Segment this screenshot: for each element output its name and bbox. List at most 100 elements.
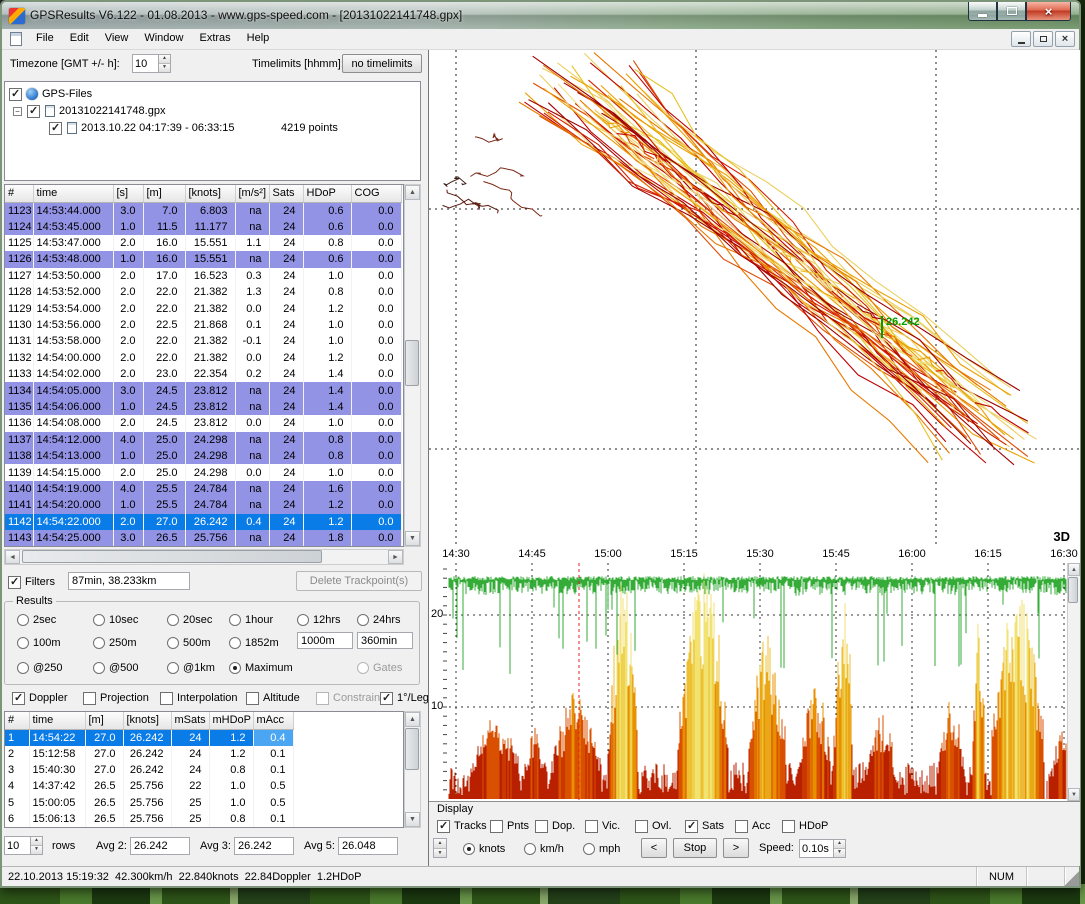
scroll-right-button[interactable]: ► bbox=[388, 550, 403, 564]
table-row[interactable]: 615:06:1326.525.756250.80.1 bbox=[5, 811, 293, 827]
column-header[interactable]: [s] bbox=[113, 185, 143, 202]
column-header[interactable]: mHDoP bbox=[209, 712, 253, 729]
display-checkbox-acc[interactable]: Acc bbox=[735, 818, 770, 834]
speed-spin-down[interactable]: ▼ bbox=[834, 849, 845, 857]
column-header[interactable]: [m/s²] bbox=[235, 185, 269, 202]
table-row[interactable]: 112914:53:54.0002.022.021.3820.0241.20.0 bbox=[5, 300, 401, 316]
table-row[interactable]: 414:37:4226.525.756221.00.5 bbox=[5, 778, 293, 794]
plot-mode-label[interactable]: 3D bbox=[1053, 529, 1070, 544]
radio-10sec[interactable]: 10sec bbox=[93, 612, 138, 628]
table-row[interactable]: 112414:53:45.0001.011.511.177na240.60.0 bbox=[5, 219, 401, 235]
scrollbar-track[interactable] bbox=[405, 727, 420, 812]
track-plot[interactable]: 26.242 3D bbox=[429, 50, 1080, 546]
unit-radio-knots[interactable]: knots bbox=[463, 841, 505, 857]
menu-item-extras[interactable]: Extras bbox=[191, 29, 238, 49]
radio-250m[interactable]: 250m bbox=[93, 635, 137, 651]
table-row[interactable]: 113614:54:08.0002.024.523.8120.0241.00.0 bbox=[5, 415, 401, 431]
scroll-left-button[interactable]: ◄ bbox=[5, 550, 20, 564]
delete-trackpoints-button[interactable]: Delete Trackpoint(s) bbox=[296, 571, 422, 591]
checkbox-altitude[interactable]: Altitude bbox=[246, 690, 300, 706]
table-row[interactable]: 114214:54:22.0002.027.026.2420.4241.20.0 bbox=[5, 514, 401, 530]
tree-item-track[interactable]: 2013.10.22 04:17:39 - 06:33:15 bbox=[49, 120, 235, 136]
table-row[interactable]: 113514:54:06.0001.024.523.812na241.40.0 bbox=[5, 399, 401, 415]
table-row[interactable]: 113414:54:05.0003.024.523.812na241.40.0 bbox=[5, 382, 401, 398]
column-header[interactable]: # bbox=[5, 185, 33, 202]
scrollbar-track[interactable] bbox=[1068, 576, 1080, 788]
scrollbar-thumb[interactable] bbox=[405, 728, 419, 770]
mdi-minimize-button[interactable] bbox=[1011, 31, 1031, 47]
table-row[interactable]: 315:40:3027.026.242240.80.1 bbox=[5, 762, 293, 778]
checkbox-projection[interactable]: Projection bbox=[83, 690, 149, 706]
timezone-input[interactable] bbox=[132, 54, 158, 73]
close-button[interactable]: × bbox=[1026, 2, 1071, 21]
scroll-down-button[interactable]: ▼ bbox=[1068, 788, 1080, 801]
stop-button[interactable]: Stop bbox=[673, 838, 717, 858]
display-checkbox-sats[interactable]: Sats bbox=[685, 818, 724, 834]
column-header[interactable]: Sats bbox=[269, 185, 303, 202]
checkbox-1leg[interactable]: 1°/Leg bbox=[380, 690, 429, 706]
radio-500[interactable]: @500 bbox=[93, 660, 139, 676]
scroll-up-button[interactable]: ▲ bbox=[1068, 563, 1080, 576]
menu-item-view[interactable]: View bbox=[97, 29, 137, 49]
timelimits-button[interactable]: no timelimits bbox=[342, 54, 422, 73]
radio-maximum[interactable]: Maximum bbox=[229, 660, 293, 676]
table-row[interactable]: 515:00:0526.525.756251.00.5 bbox=[5, 795, 293, 811]
scroll-up-button[interactable]: ▲ bbox=[405, 712, 420, 727]
column-header[interactable]: [knots] bbox=[123, 712, 171, 729]
scrollbar-thumb[interactable] bbox=[1068, 577, 1078, 603]
menu-item-help[interactable]: Help bbox=[239, 29, 278, 49]
display-checkbox-hdop[interactable]: HDoP bbox=[782, 818, 828, 834]
display-checkbox-vic[interactable]: Vic. bbox=[585, 818, 620, 834]
display-checkbox-dop[interactable]: Dop. bbox=[535, 818, 575, 834]
radio-24hrs[interactable]: 24hrs bbox=[357, 612, 401, 628]
time-window-input[interactable] bbox=[357, 632, 413, 649]
checkbox-interpolation[interactable]: Interpolation bbox=[160, 690, 238, 706]
radio-1hour[interactable]: 1hour bbox=[229, 612, 273, 628]
filters-summary-field[interactable] bbox=[68, 572, 190, 590]
column-header[interactable]: # bbox=[5, 712, 29, 729]
display-checkbox-pnts[interactable]: Pnts bbox=[490, 818, 529, 834]
radio-500m[interactable]: 500m bbox=[167, 635, 211, 651]
prev-button[interactable]: < bbox=[641, 838, 667, 858]
column-header[interactable]: mAcc bbox=[253, 712, 293, 729]
distance-input[interactable] bbox=[297, 632, 353, 649]
radio-2sec[interactable]: 2sec bbox=[17, 612, 56, 628]
speed-chart[interactable]: 20 10 ▲ ▼ bbox=[429, 563, 1080, 801]
table-row[interactable]: 114:54:2227.026.242241.20.4 bbox=[5, 729, 293, 746]
column-header[interactable]: [m] bbox=[143, 185, 185, 202]
tree-checkbox[interactable] bbox=[49, 122, 62, 135]
tree-item-gps-files[interactable]: GPS-Files bbox=[9, 86, 92, 102]
tree-checkbox[interactable] bbox=[9, 88, 22, 101]
scroll-down-button[interactable]: ▼ bbox=[405, 812, 420, 827]
table-row[interactable]: 113014:53:56.0002.022.521.8680.1241.00.0 bbox=[5, 317, 401, 333]
speed-spin-up[interactable]: ▲ bbox=[834, 840, 845, 849]
tree-checkbox[interactable] bbox=[27, 105, 40, 118]
resize-grip[interactable] bbox=[1065, 867, 1079, 886]
table-row[interactable]: 215:12:5827.026.242241.20.1 bbox=[5, 746, 293, 762]
column-header[interactable]: HDoP bbox=[303, 185, 351, 202]
table-row[interactable]: 114014:54:19.0004.025.524.784na241.60.0 bbox=[5, 481, 401, 497]
scrollbar-thumb[interactable] bbox=[22, 550, 322, 563]
radio-100m[interactable]: 100m bbox=[17, 635, 61, 651]
timezone-spin-down[interactable]: ▼ bbox=[159, 64, 170, 72]
column-header[interactable]: time bbox=[33, 185, 113, 202]
next-button[interactable]: > bbox=[723, 838, 749, 858]
radio-20sec[interactable]: 20sec bbox=[167, 612, 212, 628]
table-row[interactable]: 113914:54:15.0002.025.024.2980.0241.00.0 bbox=[5, 464, 401, 480]
scroll-up-button[interactable]: ▲ bbox=[405, 185, 420, 200]
radio-12hrs[interactable]: 12hrs bbox=[297, 612, 341, 628]
table-row[interactable]: 113214:54:00.0002.022.021.3820.0241.20.0 bbox=[5, 350, 401, 366]
unit-radio-kmh[interactable]: km/h bbox=[524, 841, 564, 857]
column-header[interactable]: COG bbox=[351, 185, 401, 202]
title-bar[interactable]: GPSResults V6.122 - 01.08.2013 - www.gps… bbox=[2, 2, 1079, 29]
maximize-button[interactable] bbox=[997, 2, 1026, 21]
filters-checkbox[interactable]: Filters bbox=[8, 574, 55, 590]
radio-250[interactable]: @250 bbox=[17, 660, 63, 676]
display-checkbox-tracks[interactable]: Tracks bbox=[437, 818, 487, 834]
column-header[interactable]: [m] bbox=[85, 712, 123, 729]
table-row[interactable]: 114314:54:25.0003.026.525.756na241.80.0 bbox=[5, 530, 401, 546]
table-row[interactable]: 113714:54:12.0004.025.024.298na240.80.0 bbox=[5, 432, 401, 448]
mdi-close-button[interactable]: × bbox=[1055, 31, 1075, 47]
radio-1852m[interactable]: 1852m bbox=[229, 635, 279, 651]
table-row[interactable]: 112714:53:50.0002.017.016.5230.3241.00.0 bbox=[5, 268, 401, 284]
